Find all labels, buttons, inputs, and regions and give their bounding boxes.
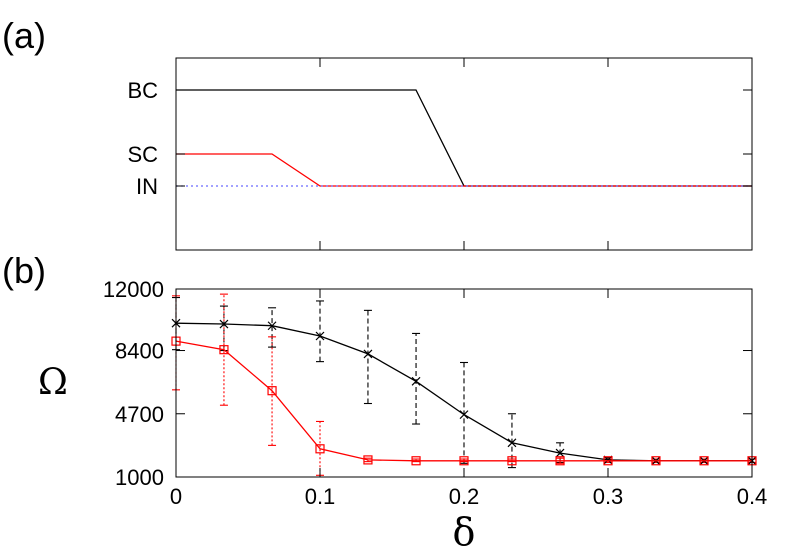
panel-b-point-cross [363,349,373,359]
panel-b-x-tick-label: 0.3 [593,484,624,509]
panel-b-series-line-1 [175,322,752,462]
panel-a-series-line-2 [176,153,752,187]
panel-b-x-tick-label: 0.1 [305,484,336,509]
panel-a-chart: BC SC IN [127,57,753,251]
panel-b-point-cross [315,331,325,341]
panel-a-y-tick-label: IN [136,174,158,199]
panel-a-y-tick-label: SC [127,142,158,167]
panel-b-point-square [411,456,421,466]
panel-b-point-cross [507,438,517,448]
panel-b-point-square [315,444,325,454]
panel-b-point-square [507,456,517,466]
panel-b-series-line-2 [175,340,752,462]
panel-b-point-square [363,455,373,465]
panel-b-point-cross [219,319,229,329]
panel-b-y-tick-label: 1000 [115,465,164,490]
panel-b-y-tick-label: 4700 [115,402,164,427]
panel-b-point-cross [411,376,421,386]
panel-b-point-square [267,386,277,396]
panel-b-y-axis-title: Ω [38,362,68,403]
panel-b-point-square [603,456,613,466]
panel-b-chart: 0 0.1 0.2 0.3 0.4 1000 4700 8400 12000 Ωδ [38,277,767,552]
panel-b-y-tick-label: 12000 [103,277,164,302]
panel-a-series-line-1 [176,89,752,187]
panel-b-point-cross [267,321,277,331]
panel-b-point-square [219,345,229,355]
panel-b-y-tick-label: 8400 [115,339,164,364]
panel-a-y-tick-label: BC [127,78,158,103]
panel-b-x-tick-label: 0 [170,484,182,509]
panel-b-point-cross [555,448,565,458]
panel-b-x-tick-label: 0.2 [449,484,480,509]
panel-b-point-square [651,456,661,466]
panel-b-point-square [699,456,709,466]
panel-b-x-axis-title: δ [453,510,476,552]
panel-b-x-tick-label: 0.4 [737,484,768,509]
panel-b-point-cross [459,410,469,420]
panel-b-point-square [555,456,565,466]
panel-b-label: (b) [2,250,46,291]
panel-b-point-square [459,456,469,466]
panel-a-label: (a) [2,15,46,56]
